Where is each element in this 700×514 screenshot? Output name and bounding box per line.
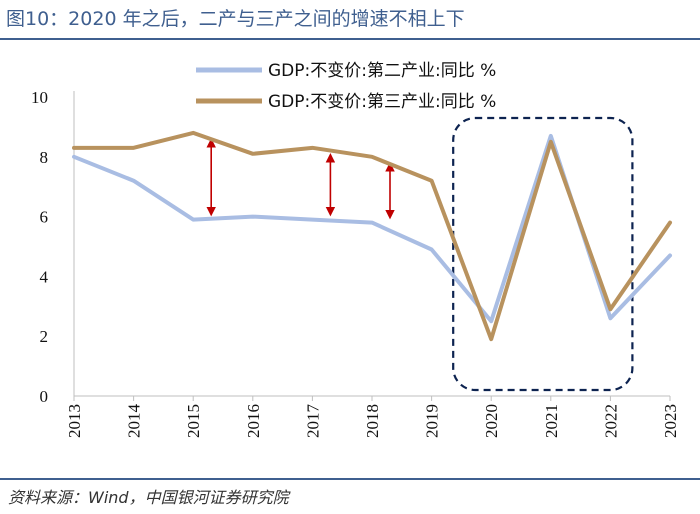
- data-point: [251, 152, 255, 156]
- y-tick-label: 4: [40, 267, 49, 286]
- data-point: [191, 131, 195, 135]
- data-point: [370, 221, 374, 225]
- y-tick-label: 8: [40, 148, 49, 167]
- x-tick-label: 2013: [65, 404, 84, 438]
- x-tick-label: 2015: [184, 404, 203, 438]
- data-point: [608, 307, 612, 311]
- data-point: [608, 316, 612, 320]
- data-point: [310, 146, 314, 150]
- source-note: 资料来源：Wind，中国银河证券研究院: [8, 488, 289, 507]
- data-point: [72, 155, 76, 159]
- x-tick-label: 2023: [661, 404, 680, 438]
- source-divider: [0, 478, 700, 480]
- x-tick-label: 2016: [244, 404, 263, 438]
- data-point: [489, 319, 493, 323]
- x-tick-label: 2018: [363, 404, 382, 438]
- data-point: [370, 155, 374, 159]
- data-point: [251, 215, 255, 219]
- x-tick-label: 2017: [303, 404, 322, 439]
- x-tick-label: 2020: [482, 404, 501, 438]
- data-point: [430, 179, 434, 183]
- data-point: [72, 146, 76, 150]
- x-tick-label: 2014: [125, 404, 144, 439]
- x-tick-label: 2022: [601, 404, 620, 438]
- y-tick-label: 0: [40, 387, 49, 406]
- x-tick-label: 2019: [423, 404, 442, 438]
- data-point: [430, 247, 434, 251]
- data-point: [191, 218, 195, 222]
- chart-title: 图10：2020 年之后，二产与三产之间的增速不相上下: [6, 8, 465, 30]
- data-point: [668, 221, 672, 225]
- y-tick-label: 2: [40, 327, 49, 346]
- data-point: [549, 140, 553, 144]
- data-point: [489, 337, 493, 341]
- data-point: [132, 146, 136, 150]
- data-point: [549, 134, 553, 138]
- data-point: [310, 218, 314, 222]
- y-tick-label: 6: [40, 208, 49, 227]
- legend-label-2: GDP:不变价:第三产业:同比 %: [268, 92, 496, 112]
- y-tick-label: 10: [31, 88, 48, 107]
- title-divider: [0, 38, 700, 40]
- data-point: [132, 179, 136, 183]
- series-line-2: [72, 130, 672, 342]
- data-point: [668, 253, 672, 257]
- legend-label-1: GDP:不变价:第二产业:同比 %: [268, 61, 496, 81]
- x-tick-label: 2021: [542, 404, 561, 438]
